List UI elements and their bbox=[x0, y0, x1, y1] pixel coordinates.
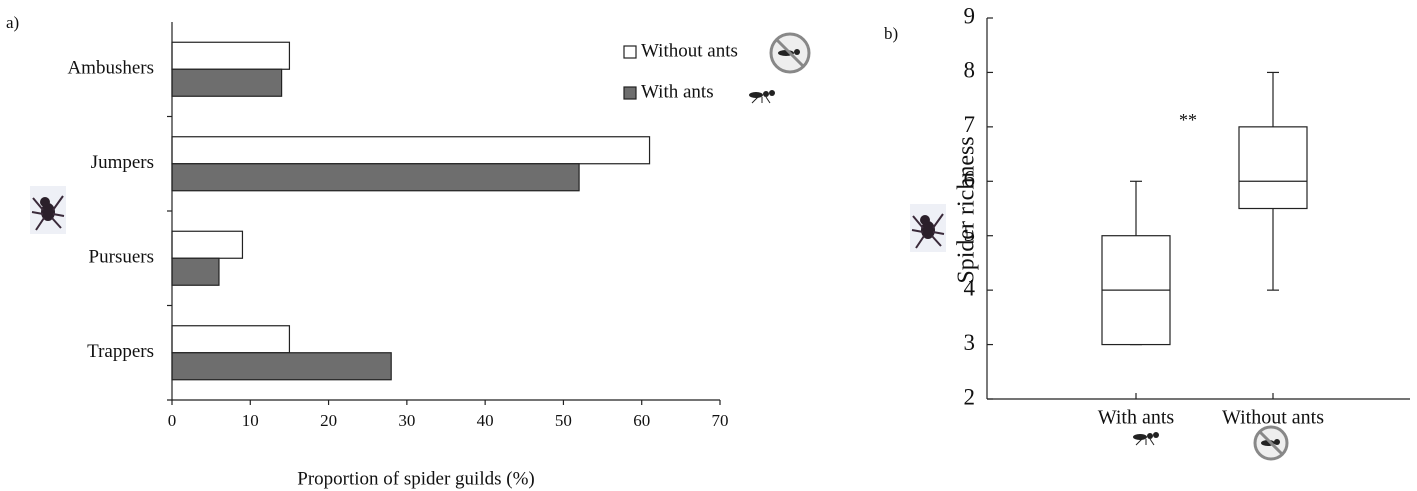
ant-icon bbox=[749, 90, 775, 104]
bar bbox=[171, 163, 580, 192]
bar bbox=[171, 230, 244, 259]
y-tick-label: 5 bbox=[964, 221, 976, 246]
x-tick-label: 0 bbox=[168, 411, 177, 430]
y-axis-label: Spider richness bbox=[954, 136, 980, 283]
no-ant-icon bbox=[1253, 425, 1289, 461]
x-tick-label: 30 bbox=[398, 411, 415, 430]
y-tick-label: 2 bbox=[964, 384, 976, 409]
x-tick-label: 20 bbox=[320, 411, 337, 430]
y-tick-label: Pursuers bbox=[89, 247, 154, 268]
spider-icon bbox=[30, 186, 66, 234]
x-tick-label: 50 bbox=[555, 411, 572, 430]
y-tick-label: Trappers bbox=[87, 341, 154, 362]
annotation: ** bbox=[1179, 110, 1197, 130]
bar bbox=[171, 325, 291, 354]
x-axis-label: Proportion of spider guilds (%) bbox=[297, 468, 534, 489]
panel-label: a) bbox=[6, 13, 19, 32]
y-tick-label: 8 bbox=[964, 58, 976, 83]
x-tick-label: 60 bbox=[633, 411, 650, 430]
legend-swatch bbox=[623, 86, 637, 100]
panel-label: b) bbox=[884, 24, 898, 43]
y-tick-label: 7 bbox=[964, 112, 976, 137]
x-tick-label: Without ants bbox=[1222, 407, 1324, 429]
x-tick-label: With ants bbox=[1098, 407, 1175, 429]
y-tick-label: 9 bbox=[964, 3, 976, 28]
y-tick-label: 4 bbox=[964, 275, 976, 300]
bar bbox=[171, 68, 283, 97]
y-tick-label: Jumpers bbox=[91, 152, 154, 173]
box bbox=[1238, 126, 1308, 210]
bar bbox=[171, 41, 291, 70]
x-tick-label: 10 bbox=[242, 411, 259, 430]
bar bbox=[171, 257, 220, 286]
bar bbox=[171, 352, 392, 381]
spider-icon bbox=[910, 204, 946, 252]
legend-label: Without ants bbox=[641, 40, 738, 61]
legend-label: With ants bbox=[641, 81, 714, 102]
no-ant-icon bbox=[769, 32, 811, 74]
bar bbox=[171, 136, 651, 165]
legend-swatch bbox=[623, 45, 637, 59]
y-tick-label: 3 bbox=[964, 330, 976, 355]
x-tick-label: 40 bbox=[477, 411, 494, 430]
ant-icon bbox=[1133, 432, 1159, 446]
y-tick-label: Ambushers bbox=[67, 58, 154, 79]
y-tick-label: 6 bbox=[964, 167, 976, 192]
x-tick-label: 70 bbox=[712, 411, 729, 430]
